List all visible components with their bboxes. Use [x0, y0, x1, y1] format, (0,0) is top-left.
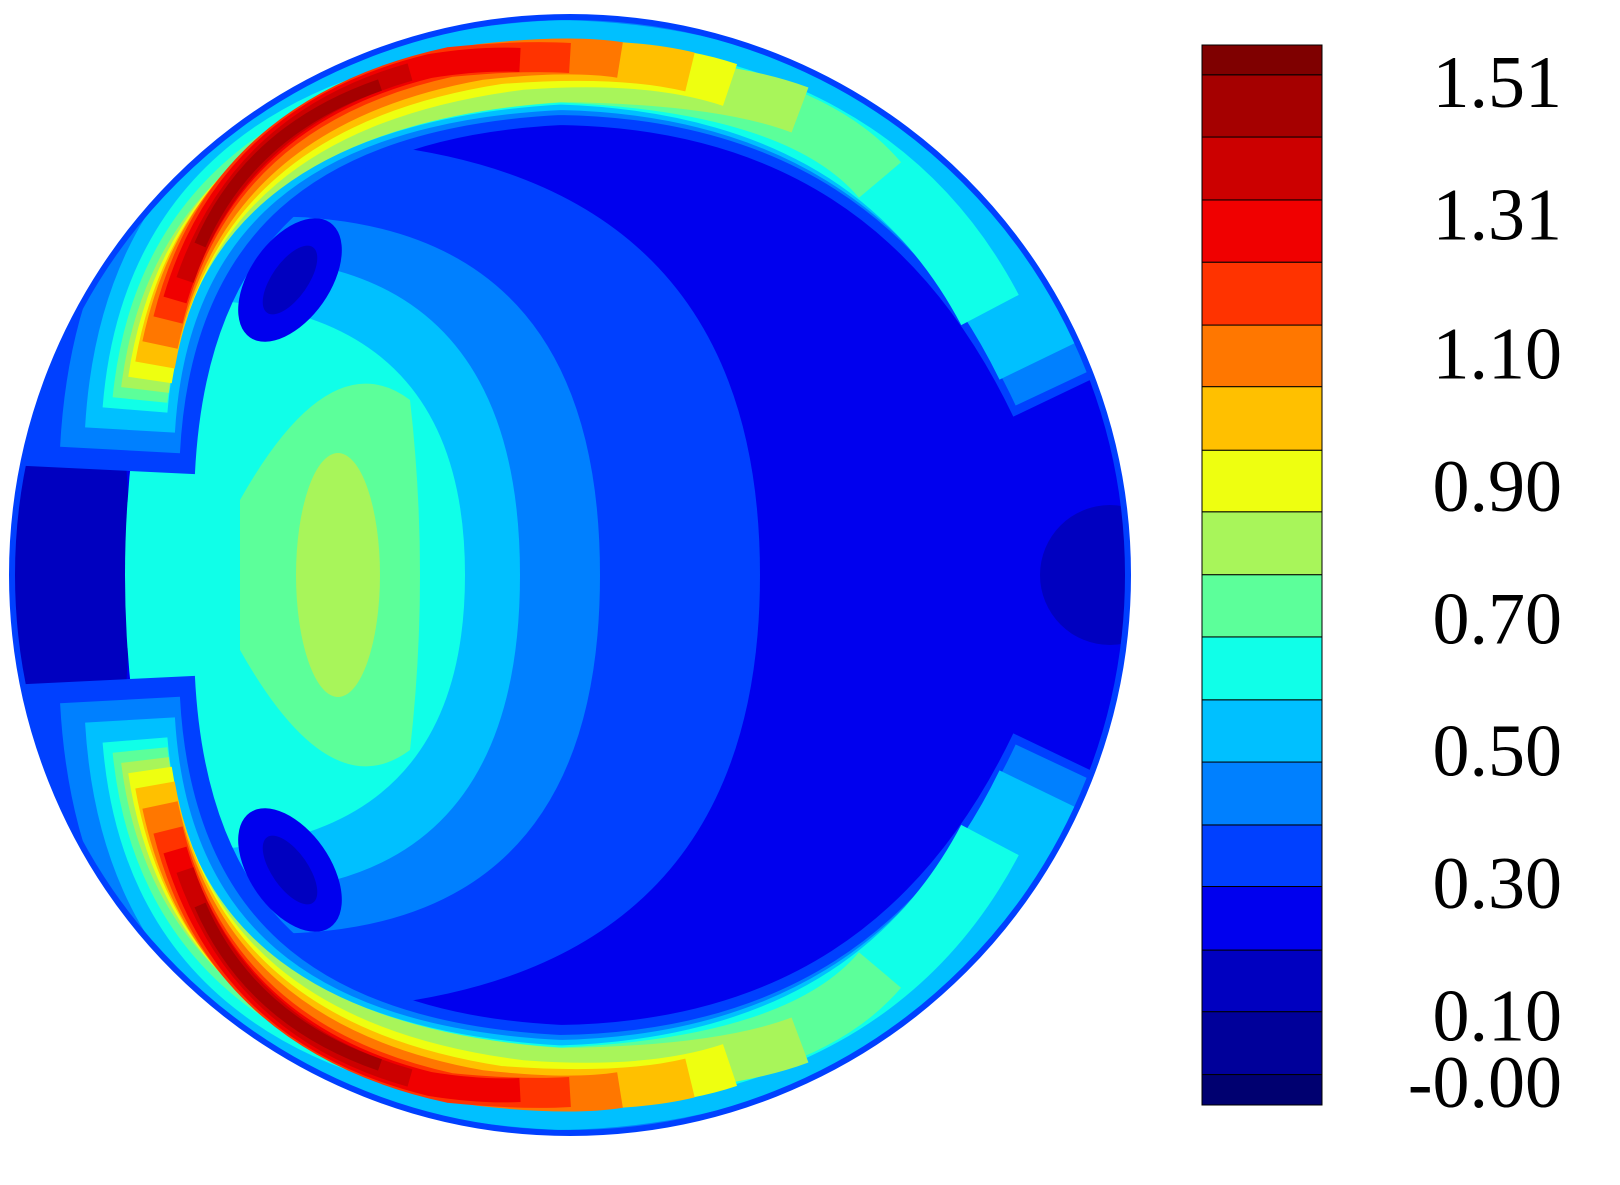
domain-outline — [9, 14, 1131, 1136]
contour-field — [12, 17, 1128, 1133]
colorbar-band — [1201, 511, 1323, 576]
colorbar-tick-label: 0.10 — [1433, 976, 1563, 1058]
colorbar-band — [1201, 699, 1323, 763]
colorbar-band — [1201, 886, 1323, 951]
colorbar-band — [1201, 824, 1323, 888]
colorbar-tick-label: 0.50 — [1433, 711, 1563, 793]
colorbar-tick-label: 1.10 — [1433, 313, 1563, 395]
colorbar-band — [1201, 949, 1323, 1013]
colorbar-band — [1201, 574, 1323, 638]
colorbar-tick-label: 0.90 — [1433, 446, 1563, 528]
colorbar-band — [1201, 1074, 1323, 1106]
colorbar-band — [1201, 449, 1323, 513]
colorbar-band — [1201, 136, 1323, 201]
colorbar-band — [1201, 44, 1323, 76]
colorbar-tick-label: 1.51 — [1433, 42, 1563, 124]
colorbar-band — [1201, 74, 1323, 138]
colorbar-tick-label: 0.30 — [1433, 843, 1563, 925]
colorbar-band — [1201, 761, 1323, 826]
colorbar-tick-label: -0.00 — [1408, 1042, 1562, 1124]
colorbar-band — [1201, 386, 1323, 451]
colorbar-band — [1201, 199, 1323, 263]
colorbar-tick-label: 1.31 — [1433, 174, 1563, 256]
colorbar-tick-label: 0.70 — [1433, 578, 1563, 660]
colorbar-band — [1201, 636, 1323, 701]
colorbar-band — [1201, 261, 1323, 326]
colorbar-band — [1201, 324, 1323, 388]
colorbar: -0.000.10 0.30 0.50 0.70 0.90 1.10 1.31 1.51 — [1201, 42, 1563, 1124]
colorbar-band — [1201, 1011, 1323, 1076]
